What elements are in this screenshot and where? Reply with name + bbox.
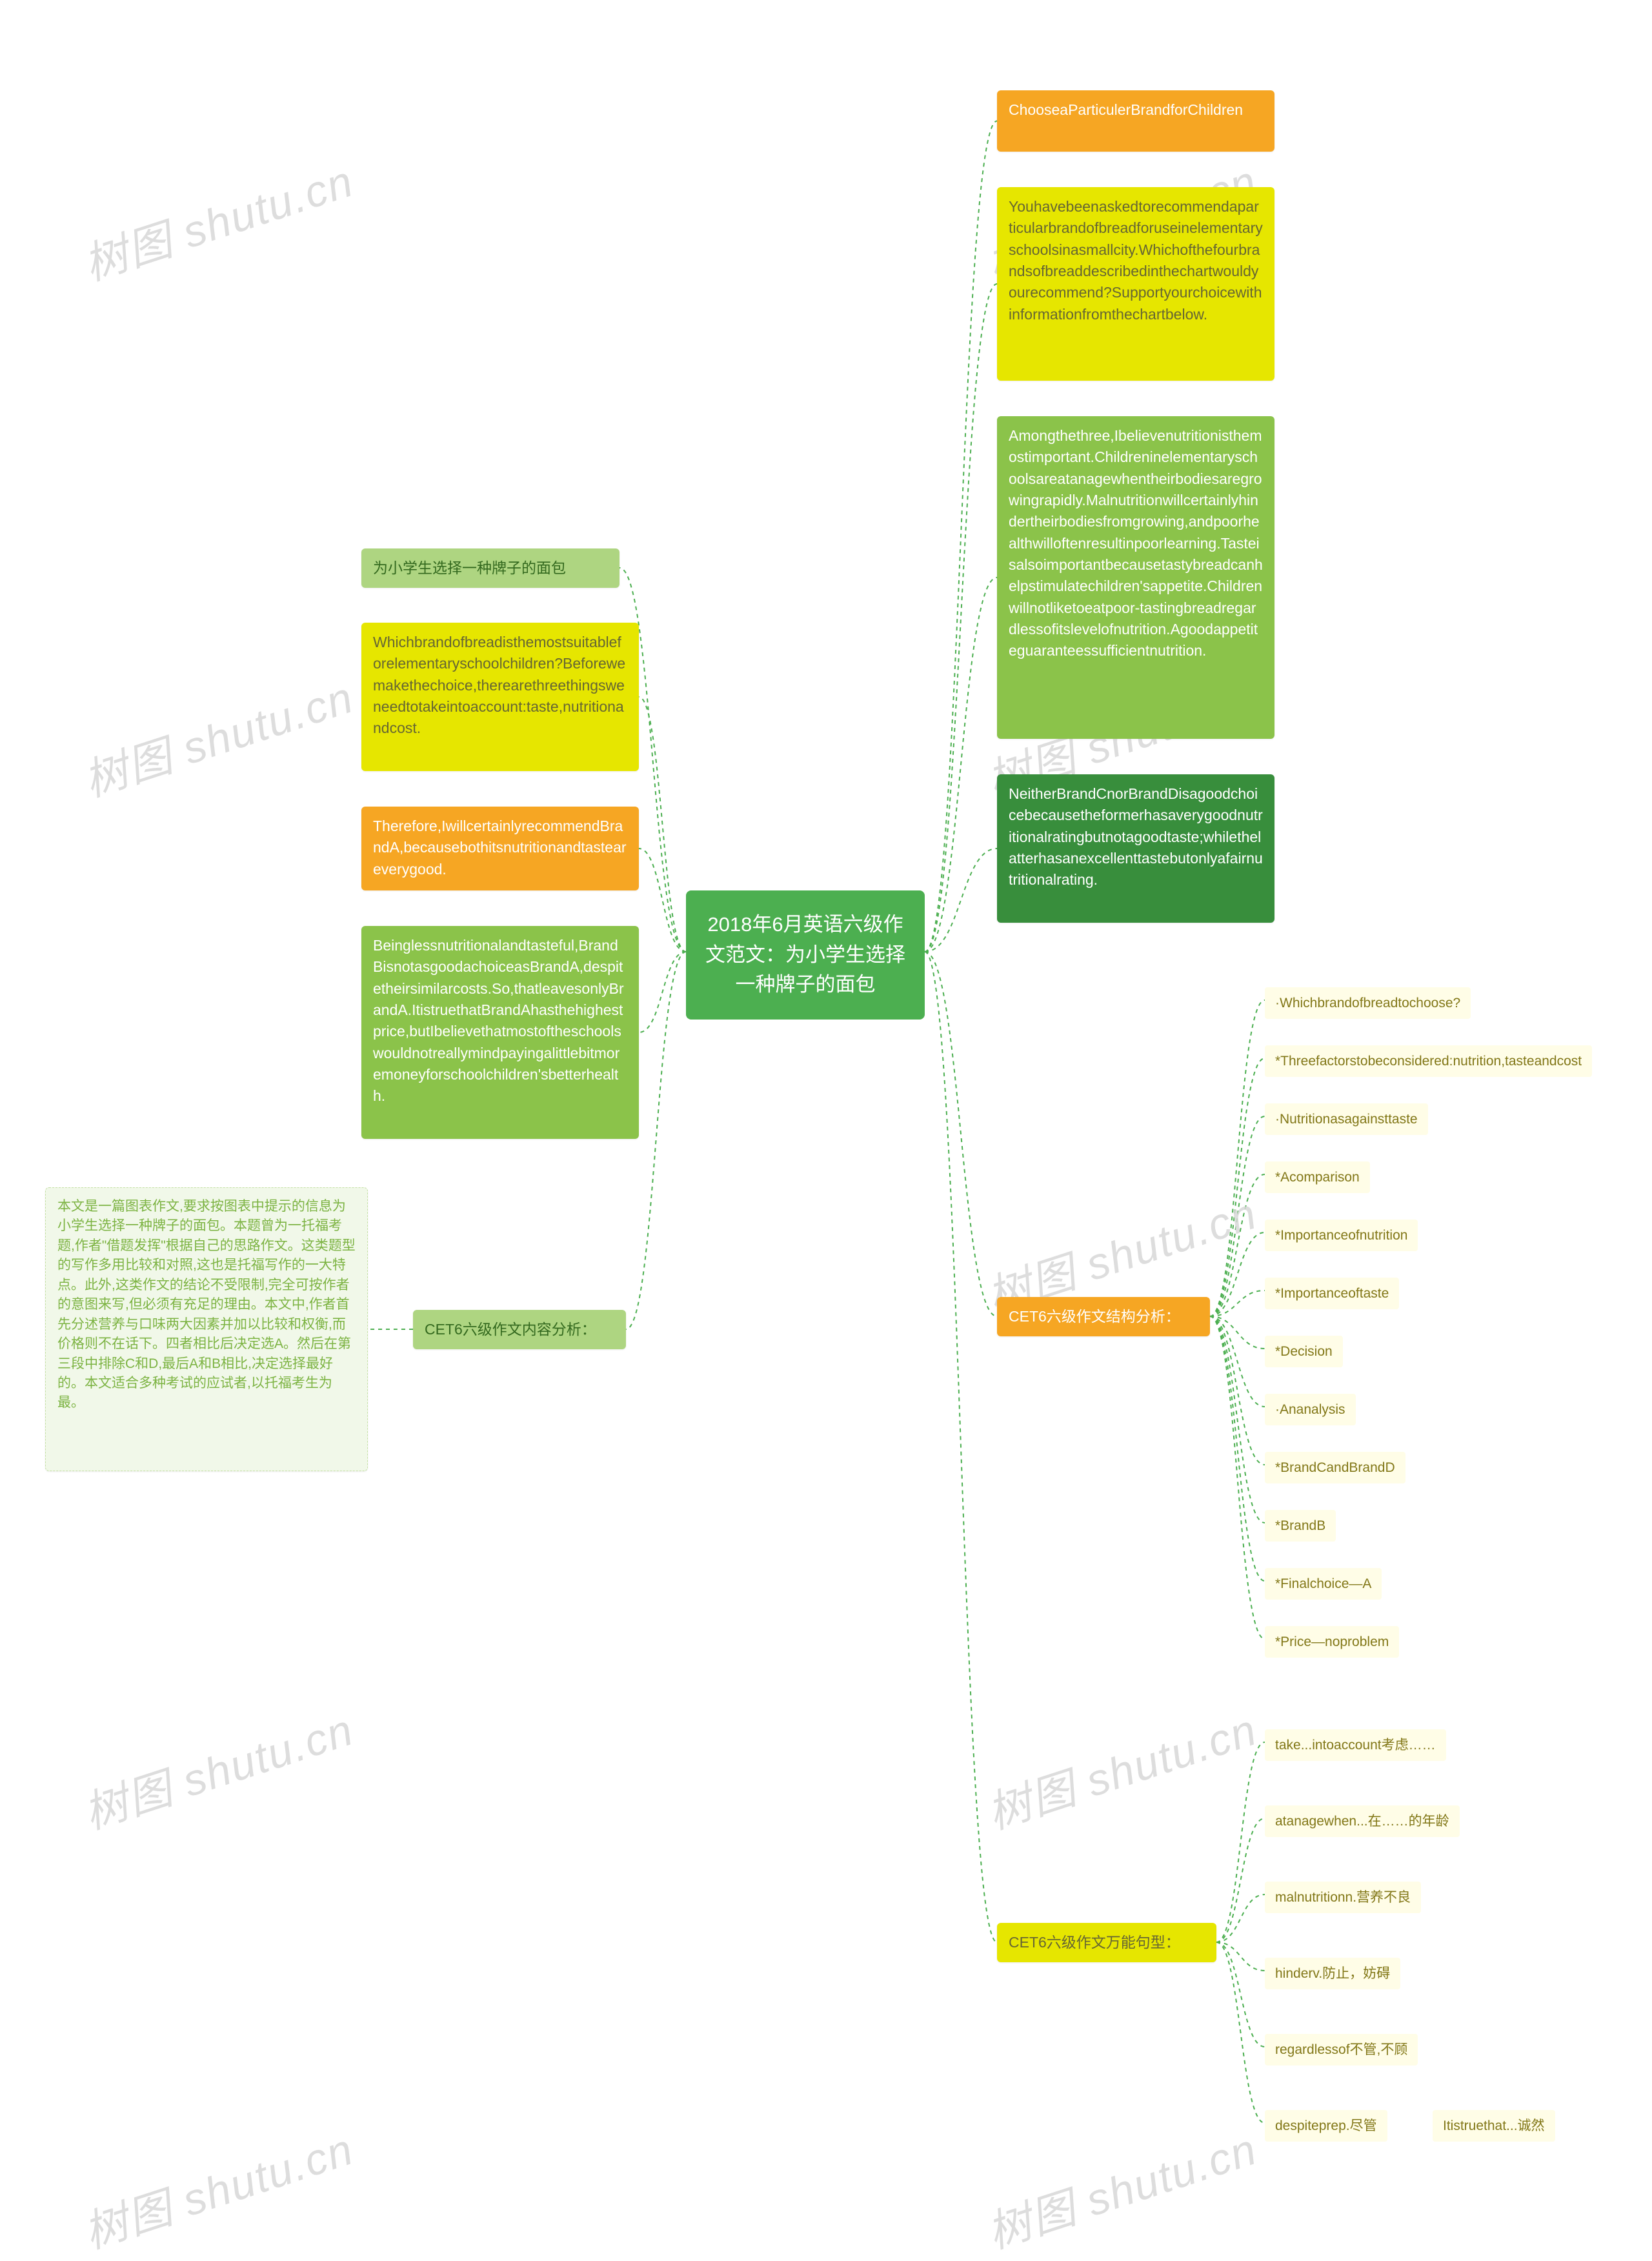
structure-leaf: ·Ananalysis <box>1265 1394 1356 1425</box>
mindmap-node: Beinglessnutritionalandtasteful,BrandBis… <box>361 926 639 1139</box>
sentence-leaf: regardlessof不管,不顾 <box>1265 2034 1418 2065</box>
mindmap-node: Amongthethree,Ibelievenutritionisthemost… <box>997 416 1274 739</box>
structure-leaf: *Importanceoftaste <box>1265 1278 1399 1309</box>
sentence-leaf: hinderv.防止，妨碍 <box>1265 1958 1400 1989</box>
sentence-leaf: malnutritionn.营养不良 <box>1265 1882 1421 1913</box>
watermark-text: 树图 shutu.cn <box>74 145 360 292</box>
watermark-text: 树图 shutu.cn <box>74 2113 360 2260</box>
watermark-text: 树图 shutu.cn <box>978 1694 1264 1841</box>
structure-leaf: *Finalchoice—A <box>1265 1568 1382 1600</box>
structure-leaf: ·Nutritionasagainsttaste <box>1265 1103 1428 1135</box>
mindmap-node: 本文是一篇图表作文,要求按图表中提示的信息为小学生选择一种牌子的面包。本题曾为一… <box>45 1187 368 1471</box>
sentence-leaf: Itistruethat...诚然 <box>1433 2110 1555 2142</box>
structure-leaf: *Threefactorstobeconsidered:nutrition,ta… <box>1265 1045 1592 1077</box>
sentence-leaf: take...intoaccount考虑…… <box>1265 1729 1446 1761</box>
mindmap-node: Youhavebeenaskedtorecommendaparticularbr… <box>997 187 1274 381</box>
mindmap-node: Whichbrandofbreadisthemostsuitableforele… <box>361 623 639 771</box>
mindmap-node: CET6六级作文结构分析： <box>997 1297 1210 1336</box>
structure-leaf: *Acomparison <box>1265 1161 1370 1193</box>
watermark-text: 树图 shutu.cn <box>74 661 360 809</box>
structure-leaf: *Importanceofnutrition <box>1265 1220 1418 1251</box>
watermark-text: 树图 shutu.cn <box>74 1694 360 1841</box>
mindmap-node: 为小学生选择一种牌子的面包 <box>361 548 620 588</box>
center-topic: 2018年6月英语六级作文范文：为小学生选择一种牌子的面包 <box>686 890 925 1020</box>
structure-leaf: ·Whichbrandofbreadtochoose? <box>1265 987 1471 1019</box>
mindmap-node: ChooseaParticulerBrandforChildren <box>997 90 1274 152</box>
structure-leaf: *BrandCandBrandD <box>1265 1452 1405 1483</box>
watermark-text: 树图 shutu.cn <box>978 2113 1264 2260</box>
sentence-leaf: atanagewhen...在……的年龄 <box>1265 1805 1460 1837</box>
sentence-leaf: despiteprep.尽管 <box>1265 2110 1387 2142</box>
structure-leaf: *Price—noproblem <box>1265 1626 1399 1658</box>
mindmap-node: Therefore,IwillcertainlyrecommendBrandA,… <box>361 807 639 890</box>
structure-leaf: *Decision <box>1265 1336 1343 1367</box>
mindmap-node: CET6六级作文内容分析： <box>413 1310 626 1349</box>
mindmap-node: NeitherBrandCnorBrandDisagoodchoicebecau… <box>997 774 1274 923</box>
mindmap-node: CET6六级作文万能句型： <box>997 1923 1216 1962</box>
structure-leaf: *BrandB <box>1265 1510 1336 1542</box>
